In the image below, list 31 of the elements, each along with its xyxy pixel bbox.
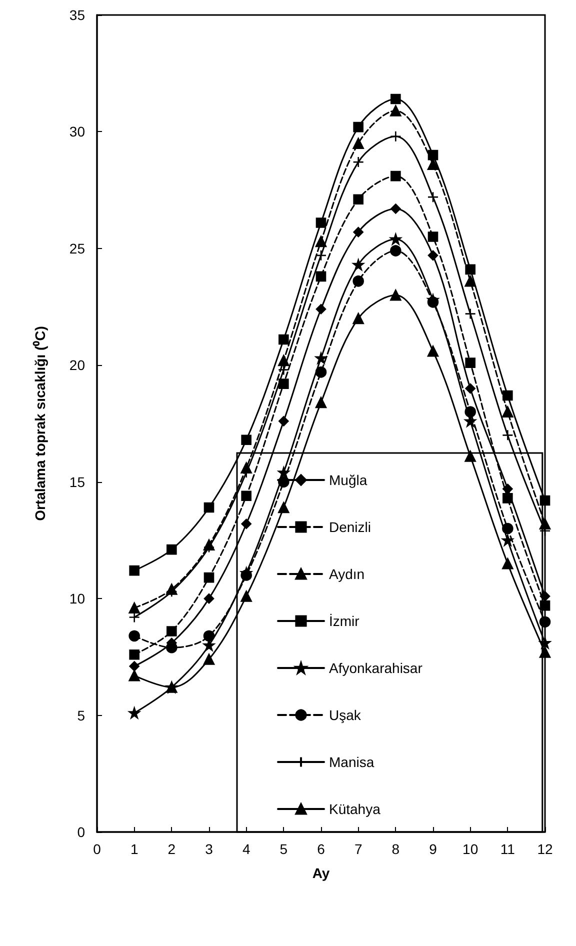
legend-label: Muğla <box>329 472 368 488</box>
legend-label: Manisa <box>329 754 374 770</box>
x-tick-label: 10 <box>462 841 478 857</box>
x-tick-label: 5 <box>280 841 288 857</box>
x-tick-label: 3 <box>205 841 214 857</box>
legend-label: İzmir <box>329 613 360 629</box>
legend-label: Afyonkarahisar <box>329 660 423 676</box>
x-tick-label: 8 <box>392 841 400 857</box>
y-axis-title: Ortalama toprak sıcaklığı (⁰C) <box>32 326 48 521</box>
y-tick-label: 5 <box>77 707 86 724</box>
x-tick-label: 4 <box>242 841 250 857</box>
x-tick-label: 1 <box>130 841 138 857</box>
x-tick-label: 6 <box>317 841 326 857</box>
x-axis-title: Ay <box>312 865 330 881</box>
y-tick-label: 35 <box>69 7 86 23</box>
y-tick-label: 0 <box>77 824 86 840</box>
y-tick-label: 25 <box>69 240 86 256</box>
y-tick-label: 30 <box>69 124 86 140</box>
x-tick-label: 11 <box>500 841 516 857</box>
legend-label: Denizli <box>329 519 372 535</box>
legend-label: Kütahya <box>329 801 381 817</box>
y-tick-label: 20 <box>69 357 86 374</box>
x-tick-label: 0 <box>93 841 102 857</box>
x-tick-label: 2 <box>168 841 176 857</box>
legend-label: Aydın <box>329 566 365 582</box>
y-tick-label: 10 <box>69 590 86 607</box>
legend-label: Uşak <box>329 707 362 723</box>
x-tick-label: 12 <box>537 841 553 857</box>
x-tick-label: 9 <box>429 841 438 857</box>
x-tick-label: 7 <box>354 841 362 857</box>
y-tick-label: 15 <box>69 474 86 490</box>
